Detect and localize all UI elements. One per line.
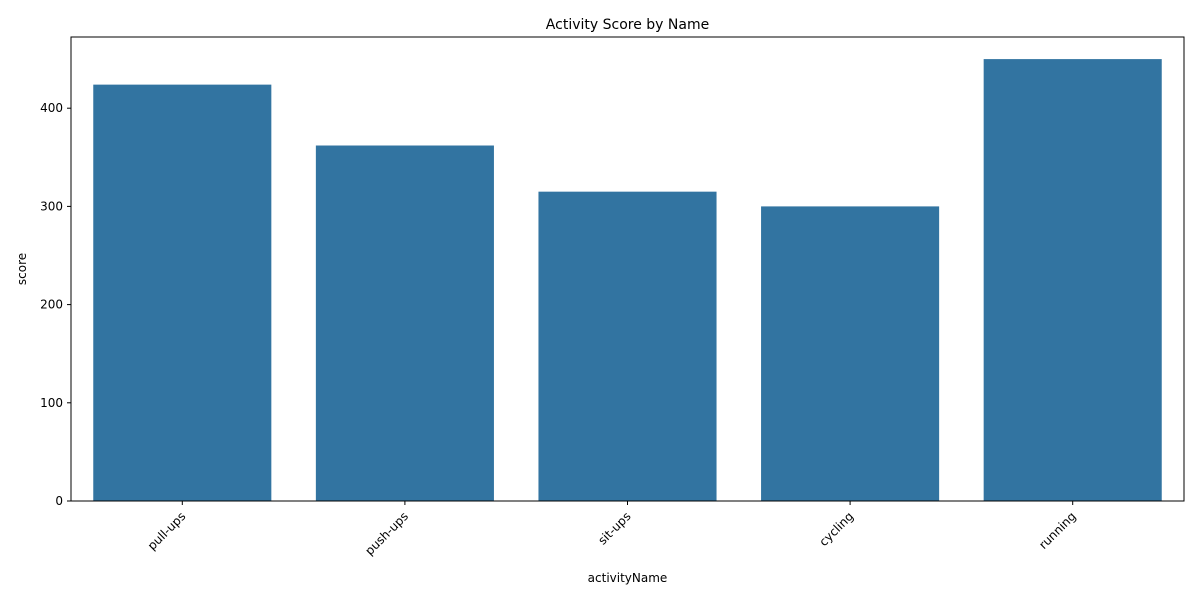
bar-pull-ups xyxy=(93,84,272,502)
y-axis-label: score xyxy=(15,253,29,285)
x-axis-label: activityName xyxy=(588,571,668,585)
bar-cycling xyxy=(761,206,940,501)
y-tick-label: 300 xyxy=(40,199,63,213)
bars-group xyxy=(93,59,1162,502)
y-tick-label: 0 xyxy=(55,494,63,508)
chart-title: Activity Score by Name xyxy=(546,17,709,33)
bar-sit-ups xyxy=(538,191,717,501)
bar-push-ups xyxy=(315,145,494,501)
bar-running xyxy=(983,59,1162,501)
y-axis-ticks: 0 100 200 300 400 xyxy=(40,101,71,508)
y-tick-label: 200 xyxy=(40,298,63,312)
y-tick-label: 100 xyxy=(40,396,63,410)
y-tick-label: 400 xyxy=(40,101,63,115)
